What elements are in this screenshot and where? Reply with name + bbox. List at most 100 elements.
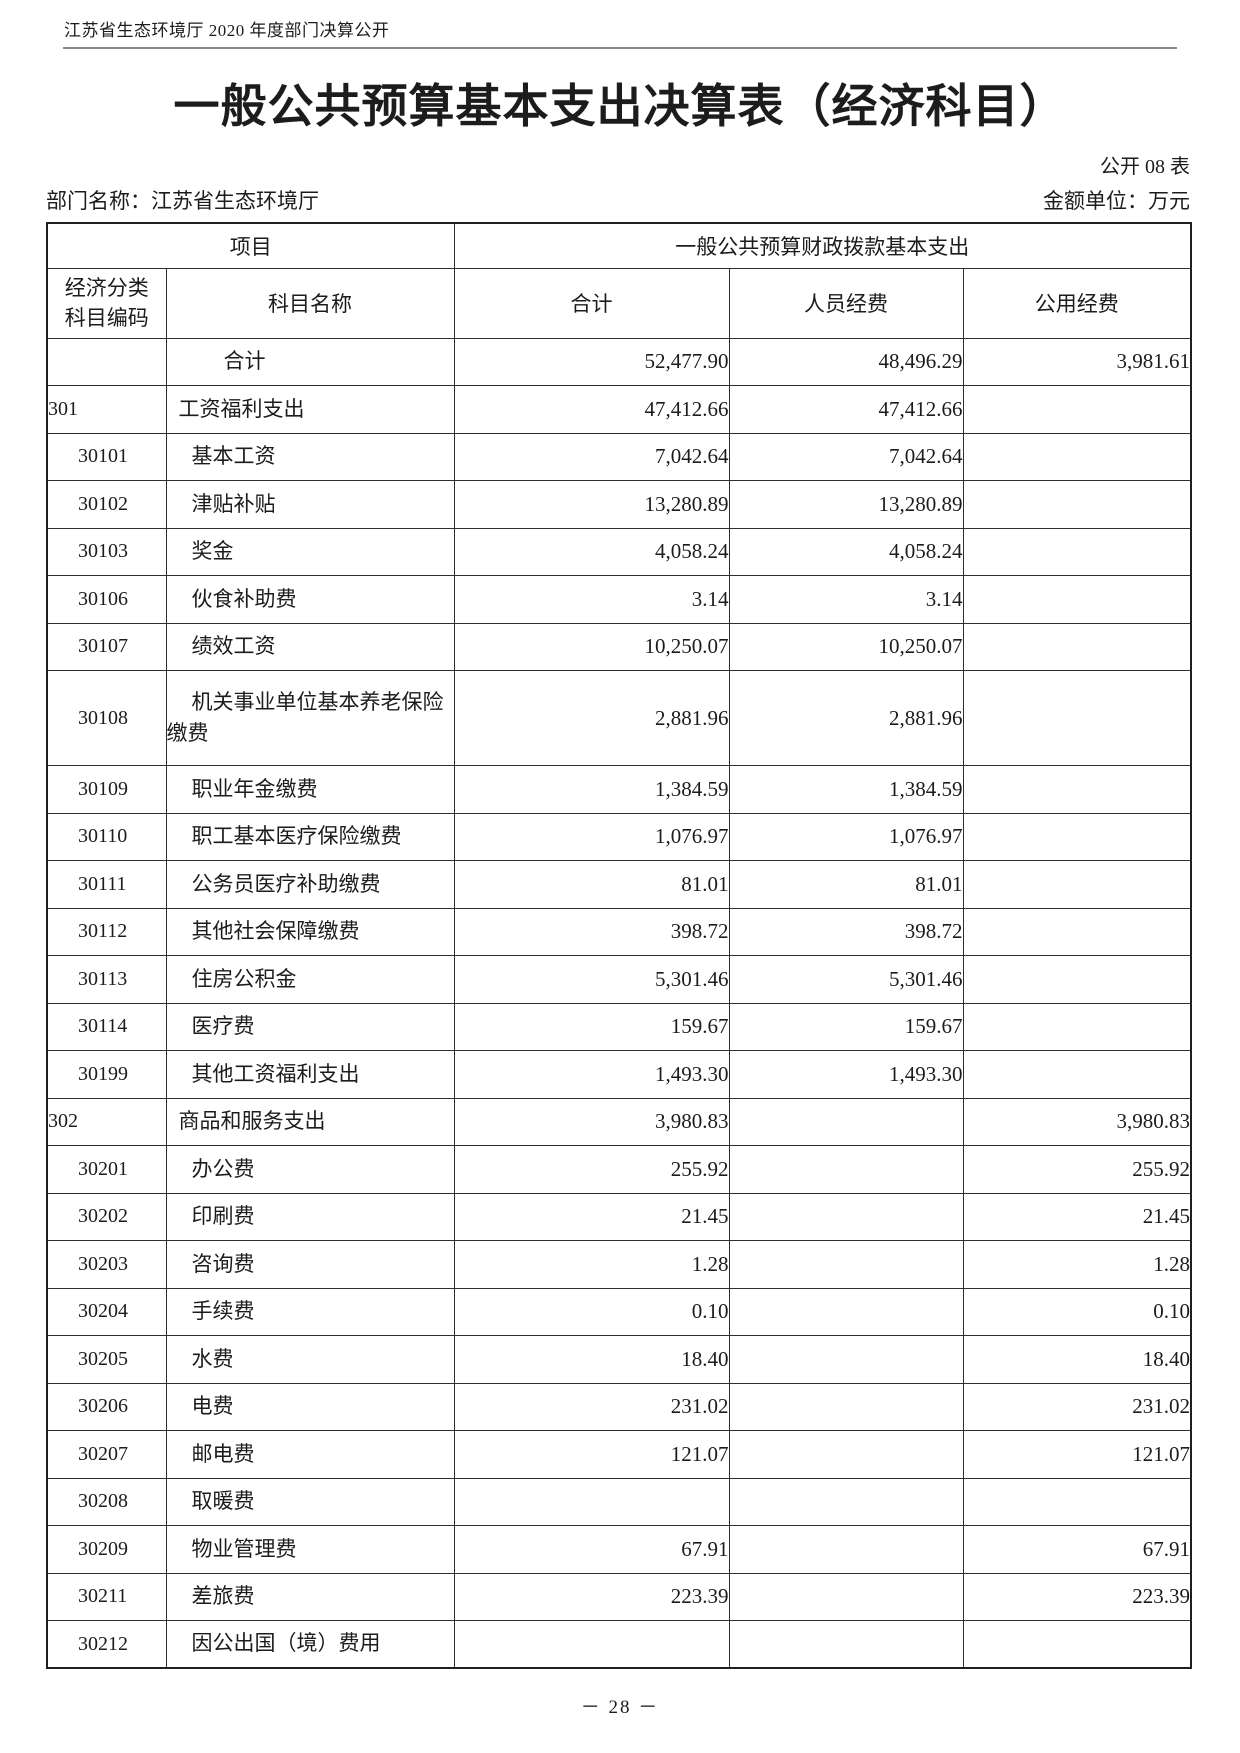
total-amount-cell: 67.91 [453,1525,730,1574]
total-amount-cell: 255.92 [453,1145,730,1194]
economic-code-cell: 30111 [46,860,167,909]
personnel-amount-cell: 10,250.07 [728,622,964,671]
economic-code-cell: 30204 [46,1287,167,1336]
header-public-funds: 公用经费 [962,267,1192,339]
personnel-amount-cell [728,1430,964,1479]
subject-name-cell: 合计 [165,337,455,386]
total-amount-cell: 13,280.89 [453,480,730,529]
subject-name-cell: 邮电费 [165,1430,455,1479]
total-amount-cell: 1,076.97 [453,812,730,861]
personnel-amount-cell: 398.72 [728,907,964,956]
table-row: 30112 其他社会保障缴费 398.72 398.72 [46,907,1192,956]
personnel-amount-cell [728,1477,964,1526]
economic-code-cell: 30202 [46,1192,167,1241]
economic-code-cell: 30112 [46,907,167,956]
table-row: 合计 52,477.90 48,496.29 3,981.61 [46,337,1192,386]
public-amount-cell [962,907,1192,956]
public-amount-cell: 3,981.61 [962,337,1192,386]
economic-code-cell: 30106 [46,575,167,624]
personnel-amount-cell [728,1240,964,1289]
personnel-amount-cell: 4,058.24 [728,527,964,576]
total-amount-cell: 1.28 [453,1240,730,1289]
public-amount-cell: 18.40 [962,1335,1192,1384]
economic-code-cell: 30113 [46,955,167,1004]
total-amount-cell [453,1620,730,1669]
subject-name-cell: 差旅费 [165,1572,455,1621]
public-amount-cell [962,575,1192,624]
header-economic-code: 经济分类 科目编码 [46,267,167,339]
header-project-group: 项目 [46,222,455,269]
personnel-amount-cell [728,1097,964,1146]
economic-code-cell: 30208 [46,1477,167,1526]
subject-name-cell: 水费 [165,1335,455,1384]
header-subject-name: 科目名称 [165,267,455,339]
public-amount-cell [962,812,1192,861]
total-amount-cell: 21.45 [453,1192,730,1241]
public-amount-cell: 67.91 [962,1525,1192,1574]
personnel-amount-cell: 13,280.89 [728,480,964,529]
subject-name-cell: 职工基本医疗保险缴费 [165,812,455,861]
economic-code-cell: 30201 [46,1145,167,1194]
economic-code-cell: 30102 [46,480,167,529]
personnel-amount-cell [728,1525,964,1574]
table-row: 30110 职工基本医疗保险缴费 1,076.97 1,076.97 [46,812,1192,861]
subject-name-cell: 基本工资 [165,432,455,481]
total-amount-cell: 231.02 [453,1382,730,1431]
economic-code-cell: 30203 [46,1240,167,1289]
page-number: － 28 － [580,1697,660,1718]
subject-name-cell: 医疗费 [165,1002,455,1051]
public-amount-cell [962,1050,1192,1099]
total-amount-cell: 2,881.96 [453,670,730,766]
subject-name-cell: 商品和服务支出 [165,1097,455,1146]
total-amount-cell: 0.10 [453,1287,730,1336]
amount-unit-label: 金额单位：万元 [1043,189,1190,213]
personnel-amount-cell: 47,412.66 [728,385,964,434]
public-amount-cell [962,432,1192,481]
total-amount-cell: 5,301.46 [453,955,730,1004]
personnel-amount-cell: 81.01 [728,860,964,909]
table-row: 30199 其他工资福利支出 1,493.30 1,493.30 [46,1050,1192,1099]
header-total: 合计 [453,267,730,339]
public-amount-cell: 3,980.83 [962,1097,1192,1146]
economic-code-cell: 301 [46,385,167,434]
table-header-row-1: 项目 一般公共预算财政拨款基本支出 [46,222,1192,269]
personnel-amount-cell [728,1192,964,1241]
personnel-amount-cell: 5,301.46 [728,955,964,1004]
economic-code-cell: 30114 [46,1002,167,1051]
header-divider [63,47,1177,49]
subject-name-cell: 印刷费 [165,1192,455,1241]
subject-name-cell: 办公费 [165,1145,455,1194]
total-amount-cell: 47,412.66 [453,385,730,434]
subject-name-cell: 奖金 [165,527,455,576]
table-body: 合计 52,477.90 48,496.29 3,981.61 301 工资福利… [46,337,1192,1669]
public-amount-cell [962,860,1192,909]
subject-name-cell: 绩效工资 [165,622,455,671]
header-personnel-funds: 人员经费 [728,267,964,339]
personnel-amount-cell [728,1620,964,1669]
public-amount-cell: 231.02 [962,1382,1192,1431]
public-amount-cell [962,670,1192,766]
public-amount-cell [962,1477,1192,1526]
table-row: 30211 差旅费 223.39 223.39 [46,1572,1192,1621]
personnel-amount-cell: 7,042.64 [728,432,964,481]
public-amount-cell [962,480,1192,529]
public-amount-cell: 21.45 [962,1192,1192,1241]
personnel-amount-cell: 2,881.96 [728,670,964,766]
meta-line: 部门名称：江苏省生态环境厅 金额单位：万元 [46,182,1190,220]
personnel-amount-cell: 1,384.59 [728,765,964,814]
table-row: 30201 办公费 255.92 255.92 [46,1145,1192,1194]
subject-name-cell: 因公出国（境）费用 [165,1620,455,1669]
table-row: 30208 取暖费 [46,1477,1192,1526]
budget-table: 项目 一般公共预算财政拨款基本支出 经济分类 科目编码 科目名称 合计 人员经费… [46,222,1192,1669]
economic-code-cell: 30101 [46,432,167,481]
table-row: 30206 电费 231.02 231.02 [46,1382,1192,1431]
table-row: 302 商品和服务支出 3,980.83 3,980.83 [46,1097,1192,1146]
header-economic-code-line2: 科目编码 [64,306,149,330]
economic-code-cell [46,337,167,386]
personnel-amount-cell [728,1382,964,1431]
personnel-amount-cell [728,1335,964,1384]
economic-code-cell: 30205 [46,1335,167,1384]
table-row: 30205 水费 18.40 18.40 [46,1335,1192,1384]
table-row: 30108 机关事业单位基本养老保险缴费 2,881.96 2,881.96 [46,670,1192,766]
economic-code-cell: 30206 [46,1382,167,1431]
